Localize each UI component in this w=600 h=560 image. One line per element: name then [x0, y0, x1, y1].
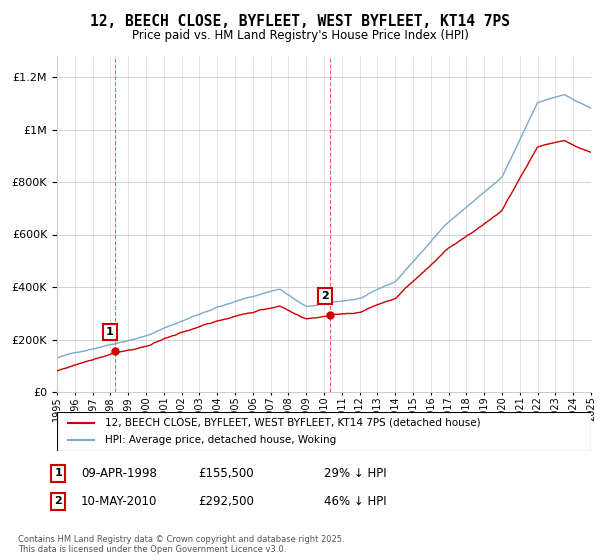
Text: £155,500: £155,500: [198, 466, 254, 480]
Text: 29% ↓ HPI: 29% ↓ HPI: [324, 466, 386, 480]
Text: Price paid vs. HM Land Registry's House Price Index (HPI): Price paid vs. HM Land Registry's House …: [131, 29, 469, 42]
Text: 12, BEECH CLOSE, BYFLEET, WEST BYFLEET, KT14 7PS (detached house): 12, BEECH CLOSE, BYFLEET, WEST BYFLEET, …: [105, 418, 481, 428]
Text: 1: 1: [106, 326, 114, 337]
Text: £292,500: £292,500: [198, 494, 254, 508]
Text: 1: 1: [55, 468, 62, 478]
Text: 10-MAY-2010: 10-MAY-2010: [81, 494, 157, 508]
Text: 12, BEECH CLOSE, BYFLEET, WEST BYFLEET, KT14 7PS: 12, BEECH CLOSE, BYFLEET, WEST BYFLEET, …: [90, 14, 510, 29]
Text: Contains HM Land Registry data © Crown copyright and database right 2025.
This d: Contains HM Land Registry data © Crown c…: [18, 535, 344, 554]
Text: 46% ↓ HPI: 46% ↓ HPI: [324, 494, 386, 508]
Text: 2: 2: [55, 496, 62, 506]
FancyBboxPatch shape: [57, 412, 591, 451]
Text: 09-APR-1998: 09-APR-1998: [81, 466, 157, 480]
Text: HPI: Average price, detached house, Woking: HPI: Average price, detached house, Woki…: [105, 435, 337, 445]
Text: 2: 2: [321, 291, 329, 301]
